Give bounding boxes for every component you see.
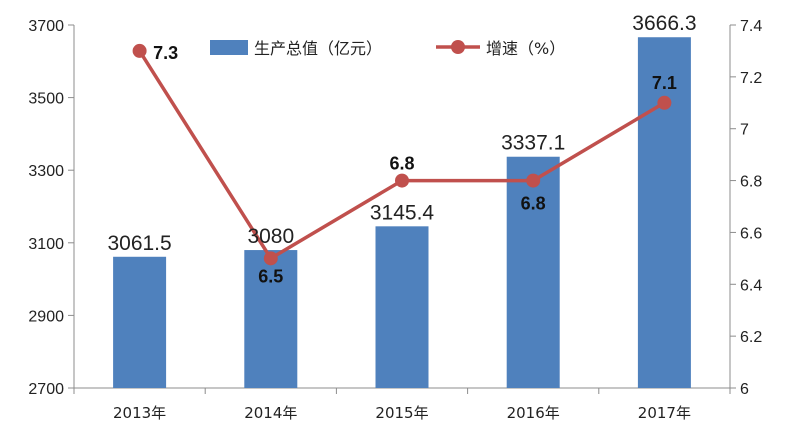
y-right-tick-label: 7.2	[740, 70, 762, 87]
x-category-label: 2015年	[375, 404, 428, 422]
x-category-label: 2013年	[113, 404, 166, 422]
growth-value-label: 6.8	[521, 194, 546, 214]
growth-point-4	[657, 95, 672, 110]
growth-value-label: 7.1	[652, 73, 677, 93]
y-left-tick-label: 2700	[28, 381, 64, 398]
y-right-tick-label: 7	[740, 122, 749, 139]
bar-value-label: 3337.1	[501, 132, 565, 155]
growth-point-1	[263, 251, 278, 266]
growth-point-2	[395, 173, 409, 188]
y-left-tick-label: 2900	[28, 308, 64, 325]
y-right-tick-label: 6.8	[740, 174, 762, 191]
growth-value-label: 7.3	[153, 43, 178, 63]
y-right-tick-label: 6.4	[740, 277, 762, 294]
legend-line-label: 增速（%）	[486, 39, 565, 58]
growth-value-label: 6.5	[258, 266, 283, 286]
bar-0	[113, 256, 167, 388]
x-category-label: 2016年	[507, 404, 560, 422]
legend-line-marker	[451, 40, 465, 54]
bar-2	[375, 226, 429, 388]
x-category-label: 2017年	[638, 404, 691, 422]
y-right-tick-label: 6	[740, 381, 749, 398]
x-category-label: 2014年	[244, 404, 297, 422]
bar-1	[244, 250, 298, 388]
bar-value-label: 3061.5	[107, 232, 171, 255]
growth-point-0	[132, 43, 147, 58]
bar-4	[637, 37, 691, 389]
bar-value-label: 3145.4	[370, 201, 435, 224]
y-right-tick-label: 7.4	[740, 18, 762, 35]
legend-bar-swatch	[210, 40, 248, 55]
y-right-tick-label: 6.2	[740, 329, 762, 346]
y-left-tick-label: 3100	[28, 236, 64, 253]
bar-value-label: 3080	[247, 225, 294, 248]
growth-value-label: 6.8	[389, 154, 414, 174]
legend-bar-label: 生产总值（亿元）	[254, 39, 382, 58]
y-left-tick-label: 3700	[28, 18, 64, 35]
bar-3	[506, 156, 560, 388]
bar-value-label: 3666.3	[632, 12, 696, 35]
growth-point-3	[526, 173, 541, 188]
y-left-tick-label: 3300	[28, 163, 64, 180]
y-right-tick-label: 6.6	[740, 225, 762, 242]
y-left-tick-label: 3500	[28, 91, 64, 108]
